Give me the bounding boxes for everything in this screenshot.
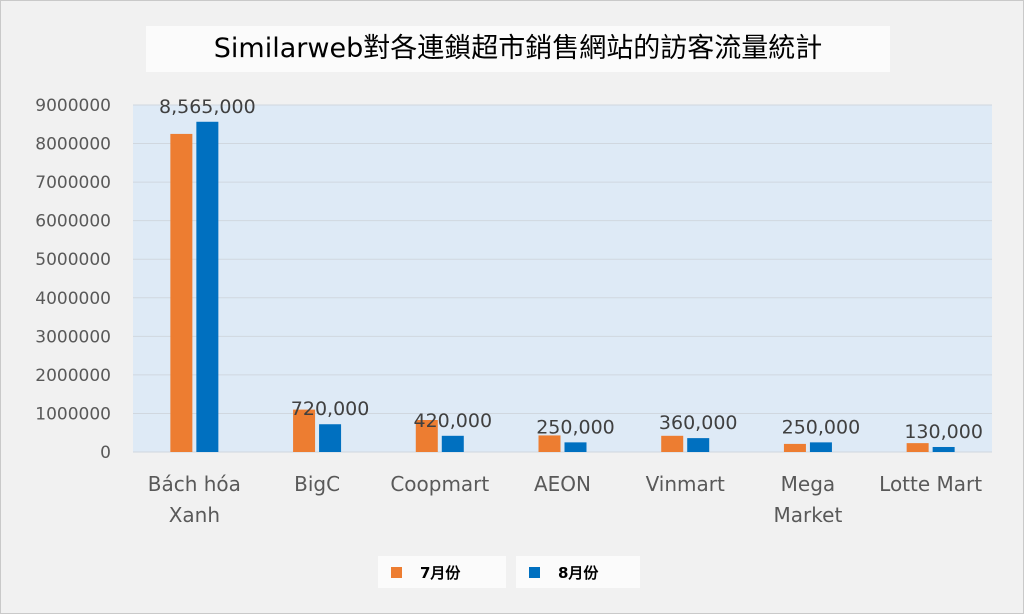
legend: 7月份 8月份 [378, 556, 640, 588]
title-box [146, 26, 890, 72]
data-label: 250,000 [536, 416, 615, 438]
x-tick-label: Bách hóa [148, 472, 241, 496]
y-tick-label: 8000000 [35, 135, 111, 155]
bar-august [441, 435, 464, 452]
bar-july [170, 133, 193, 452]
bar-july [293, 409, 316, 452]
y-tick-label: 3000000 [35, 327, 111, 347]
legend-swatch-august [529, 566, 540, 578]
bar-august [319, 424, 342, 452]
y-tick-label: 0 [100, 443, 111, 463]
legend-item-august: 8月份 [516, 556, 640, 588]
legend-swatch-july [391, 566, 402, 578]
y-tick-label: 1000000 [35, 404, 111, 424]
x-tick-label: Coopmart [390, 472, 489, 496]
x-tick-label: Market [774, 503, 843, 527]
bar-july [906, 443, 929, 452]
bar-august [687, 438, 710, 452]
legend-label-august: 8月份 [558, 563, 599, 582]
x-tick-label: AEON [534, 472, 591, 496]
y-tick-label: 4000000 [35, 289, 111, 309]
bar-august [809, 442, 832, 452]
x-tick-label: BigC [294, 472, 340, 496]
y-tick-label: 5000000 [35, 250, 111, 270]
y-tick-label: 6000000 [35, 212, 111, 232]
chart-title: Similarweb對各連鎖超市銷售網站的訪客流量統計 [213, 33, 823, 64]
bar-august [564, 442, 587, 452]
bar-july [538, 435, 561, 452]
x-tick-label: Mega [781, 472, 836, 496]
data-label: 720,000 [291, 398, 370, 420]
bar-august [196, 121, 219, 452]
legend-item-july: 7月份 [378, 556, 506, 588]
x-tick-label: Xanh [169, 503, 220, 527]
data-label: 8,565,000 [159, 96, 256, 118]
y-tick-label: 2000000 [35, 366, 111, 386]
bar-august [932, 446, 955, 452]
data-label: 250,000 [782, 416, 861, 438]
bar-july [661, 435, 684, 452]
legend-label-july: 7月份 [420, 563, 461, 582]
plot-area [133, 105, 992, 452]
y-tick-label: 7000000 [35, 173, 111, 193]
bar-july [783, 443, 806, 452]
data-label: 360,000 [659, 412, 738, 434]
data-label: 130,000 [904, 421, 983, 443]
data-label: 420,000 [413, 410, 492, 432]
x-tick-label: Vinmart [646, 472, 725, 496]
bar-july [415, 419, 438, 452]
x-tick-label: Lotte Mart [879, 472, 982, 496]
y-tick-label: 9000000 [35, 96, 111, 116]
